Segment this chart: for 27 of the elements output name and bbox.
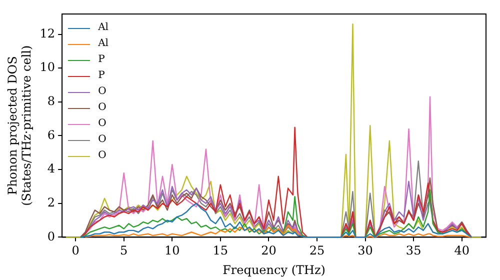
legend-label: O bbox=[98, 133, 106, 147]
y-axis-title: Phonon projected DOS (States/THz·primitive cell) bbox=[5, 45, 34, 206]
x-tick-label: 20 bbox=[261, 244, 276, 258]
legend-label: O bbox=[98, 85, 106, 99]
legend-label: P bbox=[98, 53, 105, 67]
y-tick-label: 2 bbox=[47, 196, 56, 210]
y-tick-label: 4 bbox=[47, 162, 56, 176]
y-tick-label: 8 bbox=[47, 94, 56, 108]
legend-label: O bbox=[98, 117, 106, 131]
x-tick-label: 40 bbox=[454, 244, 470, 258]
y-tick-label: 12 bbox=[40, 26, 56, 40]
y-tick-label: 0 bbox=[47, 229, 56, 244]
legend-label: O bbox=[98, 101, 106, 115]
legend-label: O bbox=[98, 149, 106, 163]
legend-label: Al bbox=[98, 21, 108, 35]
x-tick-label: 35 bbox=[406, 244, 422, 258]
x-tick-label: 10 bbox=[164, 244, 180, 258]
x-tick-label: 15 bbox=[212, 244, 228, 258]
y-tick-label: 6 bbox=[47, 128, 56, 142]
x-tick-label: 5 bbox=[120, 244, 128, 258]
x-tick-label: 25 bbox=[309, 244, 325, 258]
x-axis-title: Frequency (THz) bbox=[222, 262, 326, 277]
x-tick-label: 30 bbox=[358, 244, 373, 258]
legend-label: Al bbox=[98, 37, 108, 51]
y-tick-label: 10 bbox=[40, 60, 56, 74]
x-tick-label: 0 bbox=[72, 244, 80, 258]
legend-label: P bbox=[98, 69, 105, 83]
